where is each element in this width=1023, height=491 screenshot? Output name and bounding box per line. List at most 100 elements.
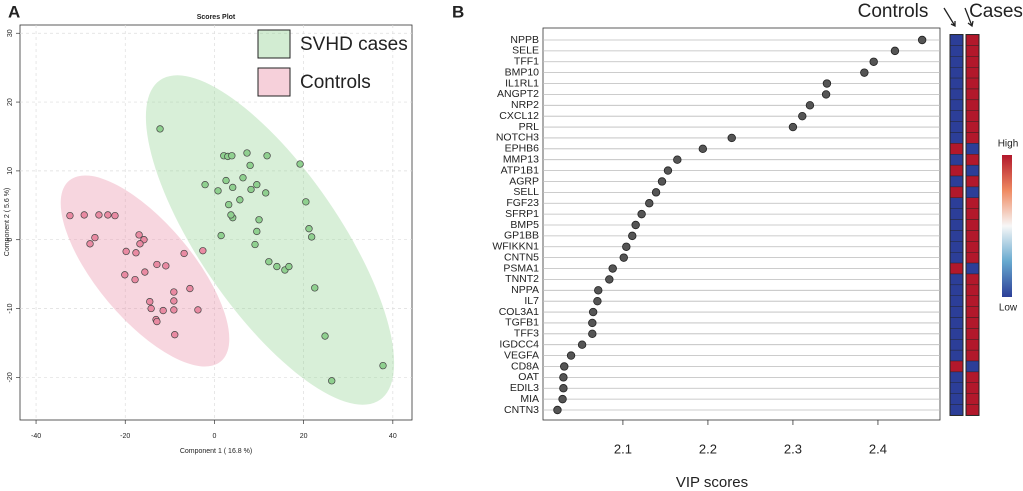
y-tick-label: VEGFA xyxy=(504,349,539,361)
plot-frame xyxy=(19,24,413,421)
y-tick-label: -10 xyxy=(7,303,14,313)
y-tick-label: TFF1 xyxy=(514,56,539,68)
heatmap-cell xyxy=(965,77,980,90)
point xyxy=(80,211,88,219)
point xyxy=(253,181,261,189)
point xyxy=(217,231,225,240)
heatmap-cell xyxy=(949,371,964,383)
point xyxy=(229,183,237,192)
heatmap-cell xyxy=(949,121,964,133)
y-tick-label: WFIKKN1 xyxy=(492,241,539,253)
point xyxy=(265,258,273,266)
point xyxy=(159,306,167,315)
heatmap-cell xyxy=(965,164,980,177)
heatmap-cell xyxy=(949,154,964,166)
colorbar xyxy=(1002,155,1012,297)
heatmap-cell xyxy=(965,284,980,296)
dot xyxy=(917,35,927,45)
heatmap-cell xyxy=(965,295,980,307)
point xyxy=(222,176,230,185)
y-tick-label: SELL xyxy=(513,186,539,198)
y-tick-label: PSMA1 xyxy=(503,262,539,274)
legend-label: SVHD cases xyxy=(300,34,408,55)
heatmap-cell xyxy=(965,219,980,231)
heatmap-cell xyxy=(949,56,964,68)
dot xyxy=(651,188,661,197)
x-axis-label: VIP scores xyxy=(676,474,748,491)
heatmap-cell xyxy=(949,143,964,155)
dot xyxy=(788,122,798,132)
point xyxy=(285,262,293,271)
point xyxy=(122,247,130,256)
heatmap-cell xyxy=(949,99,964,111)
heatmap-cell xyxy=(965,404,980,416)
point xyxy=(66,211,74,220)
heatmap-cell xyxy=(965,67,980,79)
dot xyxy=(698,144,708,154)
point xyxy=(302,198,310,206)
heatmap-cell xyxy=(949,360,964,373)
heatmap-cell xyxy=(965,328,980,340)
heatmap-cell xyxy=(949,393,964,405)
heatmap-cell xyxy=(965,143,980,155)
dot xyxy=(798,111,807,121)
heatmap-cell xyxy=(949,88,964,101)
heatmap-cell xyxy=(949,328,964,340)
dot xyxy=(805,101,815,110)
point xyxy=(136,240,144,248)
x-axis-label: Component 1 ( 16.8 %) xyxy=(180,448,252,455)
point xyxy=(153,317,161,326)
y-tick-label: 10 xyxy=(7,167,14,175)
dot xyxy=(588,307,598,317)
y-tick-label: CD8A xyxy=(511,360,539,372)
heatmap-cell xyxy=(949,175,964,188)
x-tick-label: -20 xyxy=(120,433,130,440)
y-tick-label: EPHB6 xyxy=(505,143,540,155)
point xyxy=(156,125,164,133)
point xyxy=(95,211,103,219)
point xyxy=(379,361,387,370)
heatmap-cell xyxy=(965,208,980,220)
point xyxy=(170,306,178,314)
y-tick-label: COL3A1 xyxy=(499,306,539,318)
dot xyxy=(619,253,628,262)
x-tick-label: 2.4 xyxy=(869,441,887,456)
y-tick-label: FGF23 xyxy=(506,197,539,209)
point xyxy=(251,240,259,249)
dot xyxy=(566,351,576,360)
x-tick-label: 2.2 xyxy=(699,441,717,456)
dot xyxy=(559,373,568,382)
heatmap-cell xyxy=(965,45,980,57)
heatmap-cell xyxy=(965,371,980,383)
point xyxy=(170,288,178,296)
heatmap-cell xyxy=(949,219,964,231)
chart-title: Scores Plot xyxy=(197,14,236,21)
point xyxy=(111,211,119,220)
dot xyxy=(869,57,878,66)
y-tick-label: MMP13 xyxy=(503,153,539,165)
heatmap-cell xyxy=(949,349,964,362)
heatmap-column-title: Controls xyxy=(858,1,929,22)
y-tick-label: CNTN3 xyxy=(504,404,539,416)
y-tick-label: SELE xyxy=(512,45,539,57)
point xyxy=(121,271,129,279)
dot xyxy=(860,68,869,77)
point xyxy=(305,225,313,233)
heatmap-cell xyxy=(965,241,980,253)
heatmap-cell xyxy=(965,197,980,209)
point xyxy=(162,262,170,270)
heatmap-cell xyxy=(965,382,980,394)
point xyxy=(296,160,304,168)
arrow xyxy=(964,7,974,28)
point xyxy=(246,161,254,170)
heatmap-cell xyxy=(949,317,964,329)
x-tick-label: -40 xyxy=(31,433,41,440)
heatmap-cell xyxy=(949,382,964,394)
dot xyxy=(645,199,654,208)
dot xyxy=(559,384,568,393)
heatmap-cell xyxy=(949,284,964,296)
x-tick-label: 40 xyxy=(389,433,397,440)
colorbar-label: High xyxy=(998,139,1019,150)
y-tick-label: ANGPT2 xyxy=(497,88,539,100)
heatmap-cell xyxy=(949,252,964,264)
